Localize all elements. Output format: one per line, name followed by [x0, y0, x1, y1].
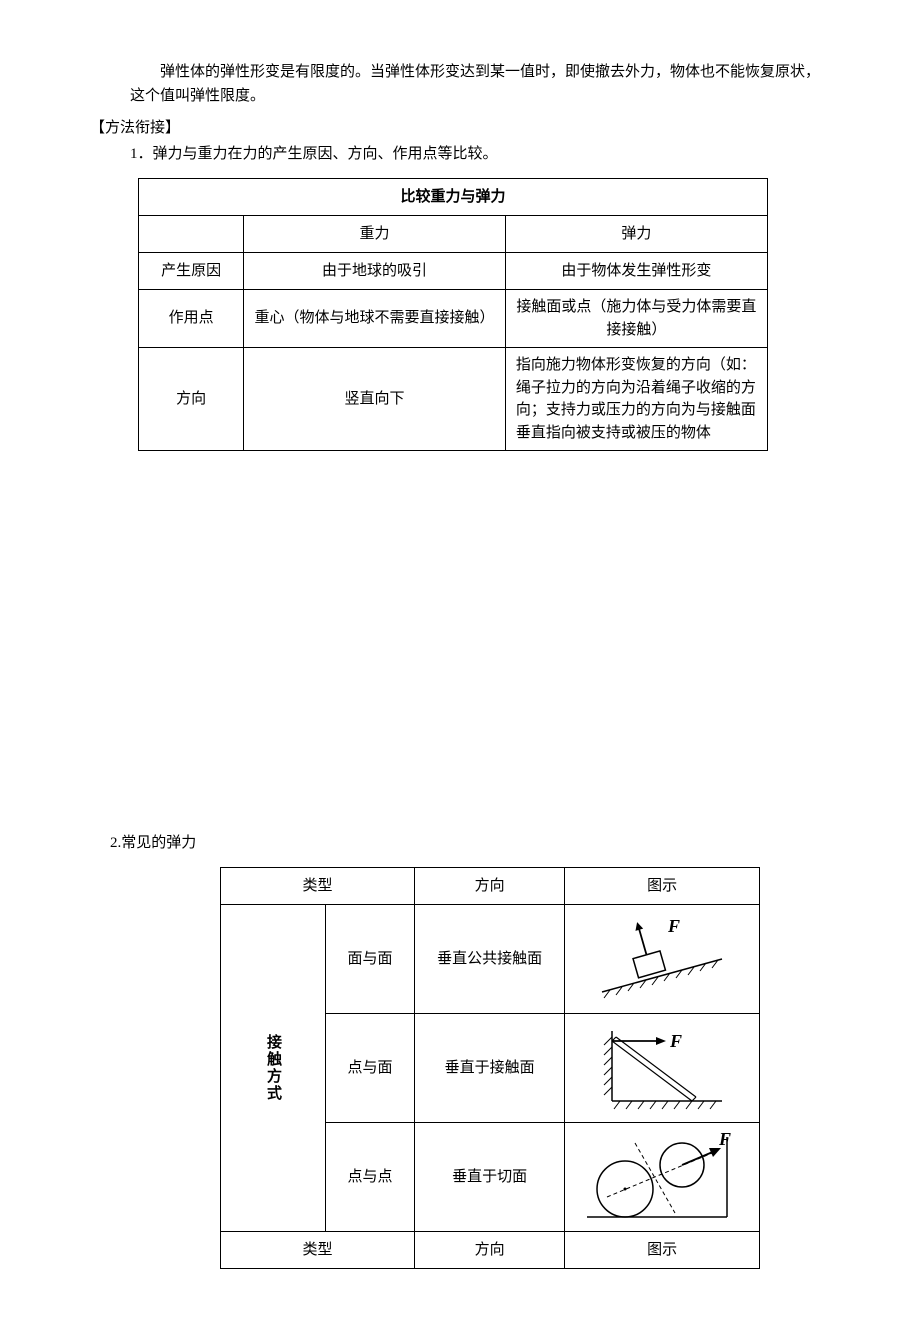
- spacing-gap: [90, 451, 830, 831]
- diagram-point-surface: F: [582, 1021, 742, 1116]
- t2-h-type: 类型: [221, 868, 415, 905]
- t1-row-point: 作用点: [139, 290, 244, 348]
- t2-h-dir: 方向: [414, 868, 564, 905]
- f-label-2: F: [669, 1031, 682, 1051]
- t2-f-type: 类型: [221, 1232, 415, 1269]
- f-label-3: F: [718, 1129, 731, 1149]
- t1-blank: [139, 216, 244, 253]
- t2-f-dir: 方向: [414, 1232, 564, 1269]
- t1-cause-e: 由于物体发生弹性形变: [505, 253, 767, 290]
- diagram-surface-surface: F: [582, 914, 742, 1004]
- point-2: 2.常见的弹力: [110, 831, 830, 855]
- method-header: 【方法衔接】: [90, 116, 830, 140]
- t1-dir-g: 竖直向下: [244, 348, 506, 451]
- t1-col-gravity: 重力: [244, 216, 506, 253]
- t2-r1-dir: 垂直公共接触面: [414, 905, 564, 1014]
- intro-paragraph: 弹性体的弹性形变是有限度的。当弹性体形变达到某一值时，即使撤去外力，物体也不能恢…: [130, 60, 830, 108]
- t1-col-elastic: 弹力: [505, 216, 767, 253]
- t2-r3-fig: F: [565, 1123, 760, 1232]
- t2-r1-type: 面与面: [326, 905, 415, 1014]
- t1-row-dir: 方向: [139, 348, 244, 451]
- t2-r2-dir: 垂直于接触面: [414, 1014, 564, 1123]
- t1-row-cause: 产生原因: [139, 253, 244, 290]
- elastic-types-table: 类型 方向 图示 接触方式 面与面 垂直公共接触面: [220, 867, 760, 1269]
- t1-cause-g: 由于地球的吸引: [244, 253, 506, 290]
- t1-title: 比较重力与弹力: [139, 179, 768, 216]
- t2-f-fig: 图示: [565, 1232, 760, 1269]
- t1-point-e: 接触面或点（施力体与受力体需要直接接触）: [505, 290, 767, 348]
- t1-dir-e: 指向施力物体形变恢复的方向（如：绳子拉力的方向为沿着绳子收缩的方向；支持力或压力…: [505, 348, 767, 451]
- t2-r1-fig: F: [565, 905, 760, 1014]
- point-1: 1．弹力与重力在力的产生原因、方向、作用点等比较。: [130, 142, 830, 166]
- t2-contact-mode: 接触方式: [221, 905, 326, 1232]
- comparison-table: 比较重力与弹力 重力 弹力 产生原因 由于地球的吸引 由于物体发生弹性形变 作用…: [138, 178, 768, 451]
- t2-r2-fig: F: [565, 1014, 760, 1123]
- t2-r2-type: 点与面: [326, 1014, 415, 1123]
- t1-point-g: 重心（物体与地球不需要直接接触）: [244, 290, 506, 348]
- f-label-1: F: [667, 916, 680, 936]
- diagram-point-point: F: [577, 1127, 747, 1227]
- t2-r3-dir: 垂直于切面: [414, 1123, 564, 1232]
- t2-r3-type: 点与点: [326, 1123, 415, 1232]
- t2-h-fig: 图示: [565, 868, 760, 905]
